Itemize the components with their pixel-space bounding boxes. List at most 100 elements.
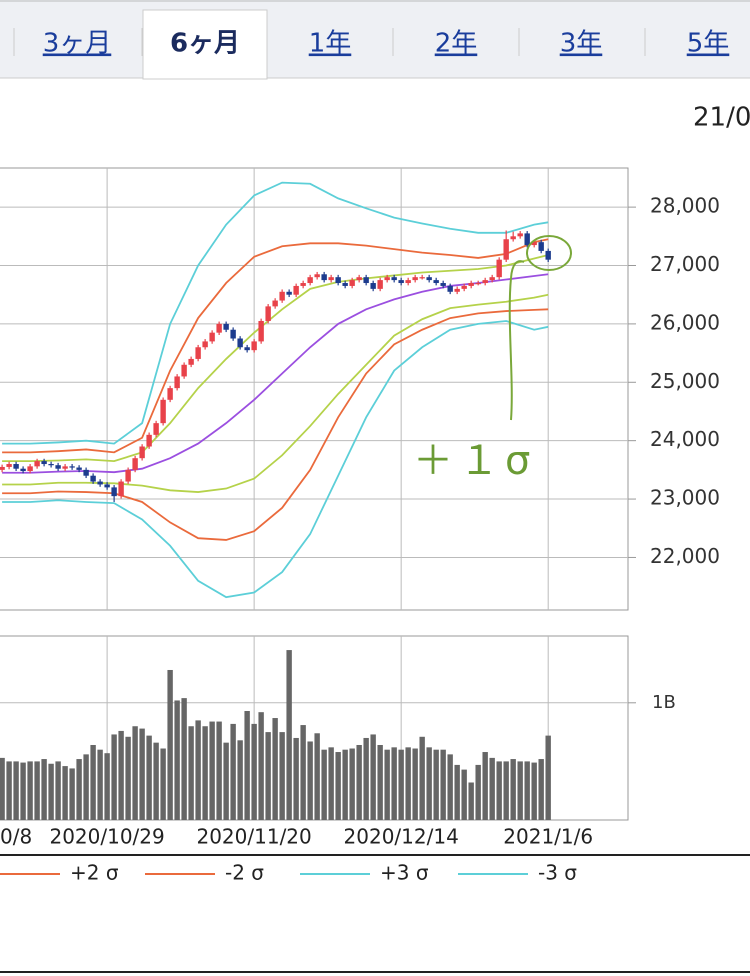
volume-bar xyxy=(349,748,355,820)
hand-line xyxy=(508,260,525,421)
candle-body xyxy=(356,277,362,281)
y-tick-label: 24,000 xyxy=(650,427,720,451)
tab-active-bg xyxy=(142,9,268,80)
hand-circle xyxy=(526,235,572,271)
volume-bar xyxy=(62,766,68,820)
volume-bar xyxy=(48,763,54,820)
volume-bar xyxy=(97,749,103,820)
volume-bar xyxy=(461,769,467,820)
date-header: 21/0 xyxy=(693,103,750,133)
candle-body xyxy=(377,280,383,289)
candle-body xyxy=(69,466,75,468)
volume-bar xyxy=(6,761,12,820)
volume-bar xyxy=(510,759,516,820)
candle-body xyxy=(34,461,40,467)
candle-body xyxy=(6,464,12,467)
candle-body xyxy=(475,283,481,285)
volume-bar xyxy=(335,752,341,820)
volume-bar xyxy=(538,759,544,820)
volume-bar xyxy=(132,726,138,820)
volume-bar xyxy=(272,718,278,820)
candle-body xyxy=(216,323,222,333)
volume-bar xyxy=(342,749,348,820)
candle-body xyxy=(433,280,439,284)
candle-body xyxy=(349,280,355,286)
volume-bar xyxy=(83,754,89,820)
candle-body xyxy=(468,283,474,286)
volume-bar xyxy=(27,761,33,820)
candle-body xyxy=(223,323,229,330)
candle-body xyxy=(447,285,453,292)
candle-body xyxy=(97,481,103,485)
volume-bar xyxy=(20,762,26,820)
candle-body xyxy=(20,468,26,472)
candle-body xyxy=(489,277,495,281)
y-tick-label: 25,000 xyxy=(650,369,720,393)
candle-body xyxy=(209,332,215,342)
legend-label: -2 σ xyxy=(225,861,264,885)
candle-body xyxy=(496,259,502,278)
candle-body xyxy=(48,464,54,466)
volume-bar xyxy=(216,721,222,820)
candle-body xyxy=(286,291,292,295)
volume-bar xyxy=(90,744,96,820)
volume-bar xyxy=(286,650,292,820)
candle-body xyxy=(307,277,313,284)
volume-bar xyxy=(307,741,313,820)
candle-body xyxy=(531,242,537,246)
volume-bar xyxy=(300,725,306,820)
volume-bar xyxy=(118,730,124,820)
volume-bar xyxy=(104,753,110,820)
candle-body xyxy=(370,283,376,289)
volume-bar xyxy=(405,747,411,820)
volume-bar xyxy=(265,732,271,820)
candle-body xyxy=(419,277,425,279)
candle-body xyxy=(104,484,110,488)
volume-bar xyxy=(125,736,131,820)
candle-body xyxy=(167,388,173,400)
candle-body xyxy=(398,280,404,284)
candle-body xyxy=(405,280,411,284)
candle-body xyxy=(0,466,5,470)
candle-body xyxy=(335,277,341,284)
band-line xyxy=(2,238,549,454)
candle-body xyxy=(272,300,278,307)
volume-bar xyxy=(34,761,40,820)
candle-body xyxy=(202,341,208,348)
candle-body xyxy=(244,347,250,351)
volume-bar xyxy=(517,761,523,820)
candle-body xyxy=(146,434,152,447)
tab[interactable]: 3ヶ月 xyxy=(43,29,112,59)
volume-bar xyxy=(195,720,201,820)
candle-body xyxy=(293,285,299,295)
tab[interactable]: 3年 xyxy=(560,29,603,59)
candle-body xyxy=(76,467,82,470)
tab[interactable]: 5年 xyxy=(687,29,730,59)
volume-bar xyxy=(139,728,145,820)
volume-bar xyxy=(475,764,481,820)
tab[interactable]: 2年 xyxy=(435,29,478,59)
volume-bar xyxy=(258,712,264,820)
candle-body xyxy=(174,376,180,389)
volume-bar xyxy=(167,669,173,820)
volume-bar xyxy=(111,734,117,820)
tab[interactable]: 1年 xyxy=(309,29,352,59)
candle-body xyxy=(279,291,285,301)
candle-body xyxy=(328,277,334,281)
band-line xyxy=(2,254,549,463)
volume-bar xyxy=(321,749,327,820)
y-tick-label: 27,000 xyxy=(650,252,720,276)
tab-bar xyxy=(0,0,750,78)
x-tick-label: 2020/12/14 xyxy=(344,825,459,849)
legend-label: -3 σ xyxy=(538,861,577,885)
volume-bar xyxy=(174,700,180,820)
volume-bar xyxy=(454,764,460,820)
candle-body xyxy=(118,481,124,497)
candle-body xyxy=(517,233,523,237)
candle-body xyxy=(27,466,33,472)
volume-bar xyxy=(69,768,75,820)
y-tick-label: 28,000 xyxy=(650,194,720,218)
candle-body xyxy=(125,469,131,482)
tab[interactable]: 6ヶ月 xyxy=(170,29,240,59)
volume-bar xyxy=(251,723,257,820)
